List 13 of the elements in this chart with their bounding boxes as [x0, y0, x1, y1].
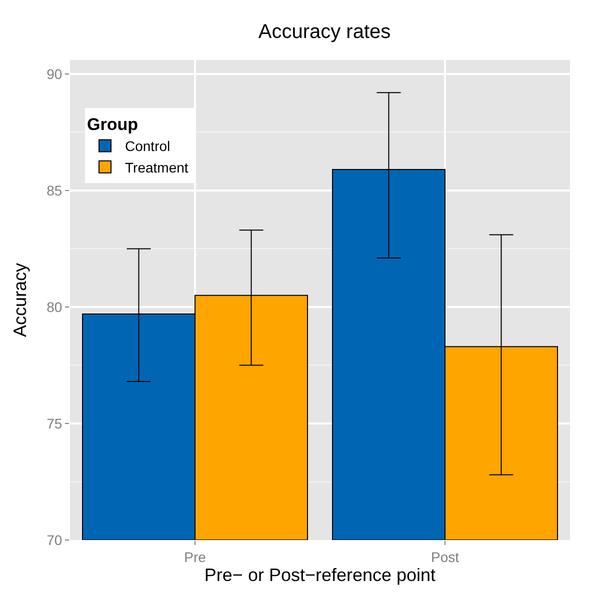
legend-title: Group: [87, 115, 138, 134]
legend-label: Treatment: [125, 159, 188, 176]
y-axis-title: Accuracy: [10, 262, 30, 338]
y-tick-label: 75: [46, 415, 62, 432]
y-tick-label: 85: [46, 182, 62, 198]
x-tick-label: Pre: [184, 548, 206, 565]
x-tick-label: Post: [430, 548, 460, 565]
y-tick-label: 80: [46, 298, 62, 315]
legend-label: Control: [125, 138, 170, 154]
chart-title: Accuracy rates: [258, 21, 391, 43]
x-axis-title: Pre− or Post−reference point: [204, 564, 436, 585]
y-tick-label: 90: [46, 66, 62, 82]
y-tick-label: 70: [46, 532, 62, 548]
